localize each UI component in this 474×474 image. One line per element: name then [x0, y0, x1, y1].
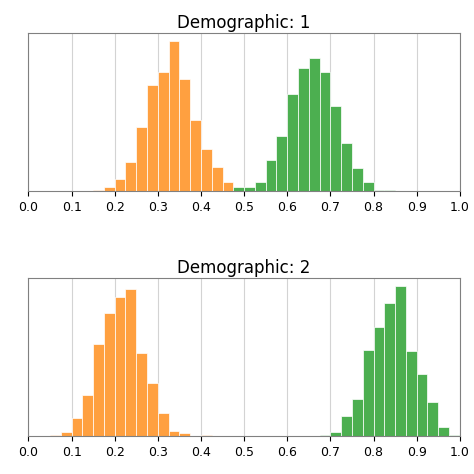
Bar — [384, 190, 395, 191]
Title: Demographic: 1: Demographic: 1 — [177, 14, 311, 32]
Bar — [255, 182, 266, 191]
Bar — [222, 182, 233, 191]
Bar — [115, 297, 126, 436]
Bar — [169, 431, 179, 436]
Bar — [330, 106, 341, 191]
Bar — [104, 313, 115, 436]
Bar — [212, 166, 222, 191]
Bar — [330, 432, 341, 436]
Bar — [158, 413, 169, 436]
Bar — [428, 401, 438, 436]
Bar — [169, 41, 179, 191]
Bar — [61, 432, 72, 436]
Bar — [126, 162, 136, 191]
Bar — [352, 168, 363, 191]
Bar — [244, 187, 255, 191]
Bar — [136, 127, 147, 191]
Bar — [406, 351, 417, 436]
Bar — [233, 187, 244, 191]
Bar — [449, 435, 460, 436]
Bar — [179, 80, 190, 191]
Bar — [265, 160, 276, 191]
Bar — [72, 419, 82, 436]
Bar — [309, 58, 319, 191]
Bar — [363, 182, 374, 191]
Bar — [233, 190, 244, 191]
Bar — [104, 187, 115, 191]
Bar — [287, 93, 298, 191]
Bar — [147, 383, 158, 436]
Bar — [384, 303, 395, 436]
Bar — [352, 400, 363, 436]
Bar — [363, 350, 374, 436]
Bar — [115, 179, 126, 191]
Bar — [374, 327, 384, 436]
Bar — [50, 435, 61, 436]
Bar — [395, 286, 406, 436]
Bar — [319, 435, 330, 436]
Bar — [147, 85, 158, 191]
Bar — [179, 433, 190, 436]
Bar — [190, 120, 201, 191]
Bar — [93, 344, 104, 436]
Bar — [201, 149, 212, 191]
Bar — [82, 395, 93, 436]
Bar — [276, 136, 287, 191]
Bar — [201, 435, 212, 436]
Bar — [417, 374, 428, 436]
Bar — [158, 72, 169, 191]
Bar — [341, 416, 352, 436]
Bar — [341, 143, 352, 191]
Bar — [136, 353, 147, 436]
Bar — [298, 68, 309, 191]
Bar — [126, 289, 136, 436]
Bar — [438, 427, 449, 436]
Bar — [319, 72, 330, 191]
Title: Demographic: 2: Demographic: 2 — [177, 258, 311, 276]
